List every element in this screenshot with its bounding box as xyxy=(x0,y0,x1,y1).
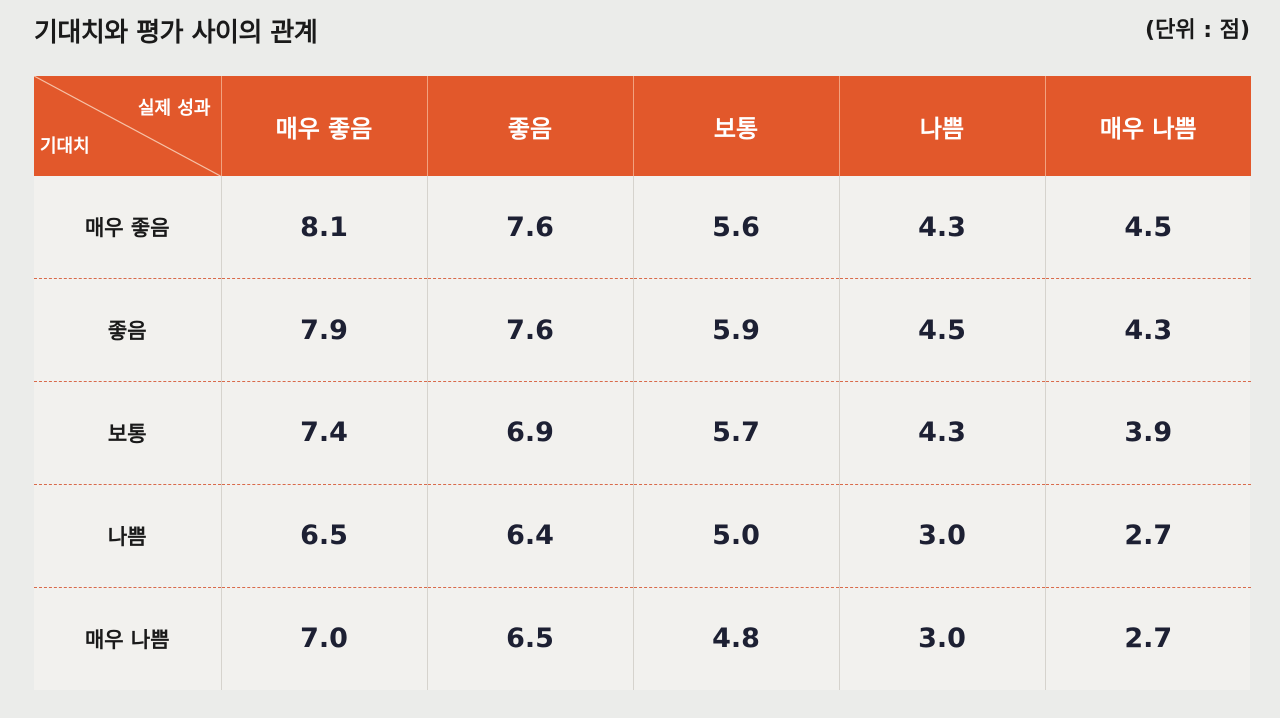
column-header: 매우 좋음 xyxy=(220,76,427,176)
table-cell: 2.7 xyxy=(1044,586,1251,690)
table-row: 보통 7.4 6.9 5.7 4.3 3.9 xyxy=(34,381,1251,485)
table-cell: 5.7 xyxy=(632,381,839,485)
table-row: 좋음 7.9 7.6 5.9 4.5 4.3 xyxy=(34,278,1251,382)
column-header: 매우 나쁨 xyxy=(1044,76,1251,176)
table-cell: 3.9 xyxy=(1044,381,1251,485)
expectation-evaluation-table: 실제 성과 기대치 매우 좋음 좋음 보통 나쁨 매우 나쁨 매우 좋음 8.1… xyxy=(34,76,1251,690)
corner-actual-label: 실제 성과 xyxy=(137,98,211,119)
table-cell: 7.0 xyxy=(220,586,427,690)
column-header: 나쁨 xyxy=(838,76,1045,176)
data-table-container: 실제 성과 기대치 매우 좋음 좋음 보통 나쁨 매우 나쁨 매우 좋음 8.1… xyxy=(34,76,1251,690)
corner-cell: 실제 성과 기대치 xyxy=(34,76,221,176)
page-title: 기대치와 평가 사이의 관계 xyxy=(34,18,318,48)
table-cell: 8.1 xyxy=(220,176,427,279)
corner-expected-label: 기대치 xyxy=(40,136,90,157)
table-cell: 6.9 xyxy=(426,381,633,485)
table-cell: 6.5 xyxy=(426,586,633,690)
row-header: 매우 좋음 xyxy=(84,216,170,241)
row-header: 보통 xyxy=(34,381,221,485)
unit-label: (단위 : 점) xyxy=(1145,18,1250,43)
table-cell: 4.8 xyxy=(632,586,839,690)
table-row: 매우 좋음 8.1 7.6 5.6 4.3 4.5 xyxy=(34,176,1251,279)
row-header: 좋음 xyxy=(34,278,221,382)
table-cell: 4.3 xyxy=(838,176,1045,279)
table-cell: 7.4 xyxy=(220,381,427,485)
table-row: 나쁨 6.5 6.4 5.0 3.0 2.7 xyxy=(34,483,1251,588)
table-cell: 5.6 xyxy=(632,176,839,279)
column-header: 좋음 xyxy=(426,76,633,176)
table-cell: 7.6 xyxy=(426,278,633,382)
column-header: 보통 xyxy=(632,76,839,176)
table-cell: 4.5 xyxy=(1044,176,1251,279)
table-cell: 7.9 xyxy=(220,278,427,382)
table-cell: 4.3 xyxy=(1044,278,1251,382)
table-cell: 7.6 xyxy=(426,176,633,279)
table-cell: 6.4 xyxy=(426,483,633,588)
table-cell: 4.3 xyxy=(838,381,1045,485)
table-cell: 3.0 xyxy=(838,586,1045,690)
table-cell: 3.0 xyxy=(838,483,1045,588)
diagonal-divider xyxy=(34,76,221,176)
header-row: 실제 성과 기대치 매우 좋음 좋음 보통 나쁨 매우 나쁨 xyxy=(34,76,1251,176)
row-header: 나쁨 xyxy=(34,483,221,588)
table-cell: 4.5 xyxy=(838,278,1045,382)
table-row: 매우 나쁨 7.0 6.5 4.8 3.0 2.7 xyxy=(34,586,1251,690)
table-cell: 6.5 xyxy=(220,483,427,588)
row-header: 매우 나쁨 xyxy=(34,586,221,690)
table-cell: 5.9 xyxy=(632,278,839,382)
table-cell: 5.0 xyxy=(632,483,839,588)
table-cell: 2.7 xyxy=(1044,483,1251,588)
